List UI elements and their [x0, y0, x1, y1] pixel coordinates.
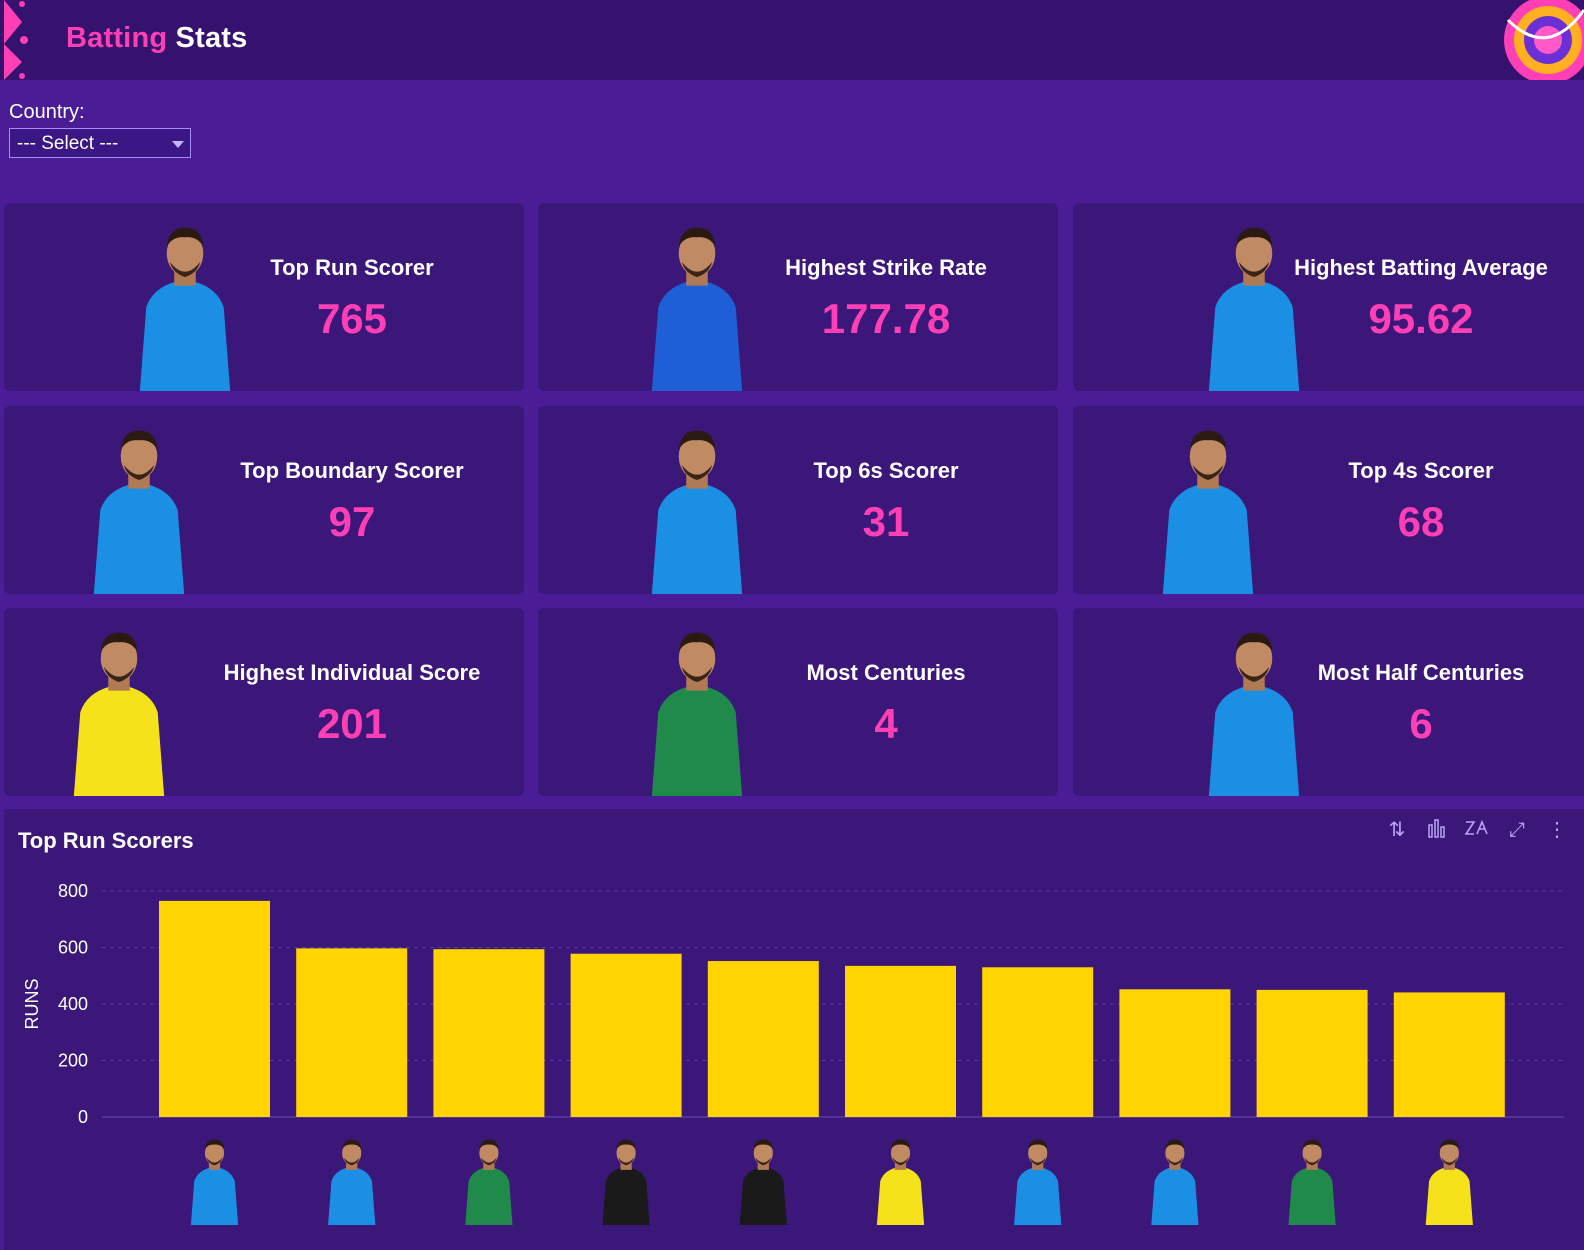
player-thumb-icon — [190, 1139, 239, 1225]
player-thumb-icon — [602, 1139, 650, 1225]
stat-card-title: Most Centuries — [806, 660, 966, 685]
y-tick-label: 600 — [58, 938, 88, 958]
x-tick-player-icon — [190, 1139, 239, 1225]
player-photo-icon — [1208, 227, 1300, 391]
page-title: Batting Stats — [66, 22, 247, 55]
stat-card: Top 6s Scorer 31 — [538, 406, 1058, 594]
y-tick-label: 200 — [58, 1051, 88, 1071]
stat-card-value: 97 — [328, 498, 376, 545]
stat-card: Top 4s Scorer 68 — [1073, 406, 1584, 594]
stat-card: Top Run Scorer 765 — [4, 203, 524, 391]
header-bar: Batting Stats — [0, 0, 1584, 80]
bar[interactable] — [1256, 989, 1368, 1117]
player-photo-icon — [651, 430, 743, 594]
y-tick-label: 800 — [58, 881, 88, 901]
stat-card: Highest Strike Rate 177.78 — [538, 203, 1058, 391]
stat-card: Most Centuries 4 — [538, 608, 1058, 796]
sort-icon[interactable]: ⇅ — [1388, 819, 1406, 841]
stat-card-title: Top 6s Scorer — [813, 458, 959, 483]
bar[interactable] — [296, 948, 408, 1117]
y-tick-label: 400 — [58, 994, 88, 1014]
ai-insights-icon[interactable] — [1464, 817, 1490, 843]
more-options-icon[interactable]: ⋮ — [1547, 819, 1567, 841]
expand-icon[interactable]: ⤢ — [1509, 819, 1525, 841]
stat-card-value: 201 — [316, 700, 388, 747]
x-tick-player-icon — [1288, 1139, 1336, 1225]
bar[interactable] — [845, 965, 956, 1117]
x-tick-player-icon — [1151, 1139, 1199, 1225]
stat-card-title: Highest Strike Rate — [785, 255, 987, 280]
x-tick-player-icon — [1014, 1139, 1062, 1225]
player-photo-icon — [73, 632, 165, 796]
player-thumb-icon — [1425, 1139, 1473, 1225]
player-photo-icon — [651, 227, 743, 391]
x-tick-player-icon — [876, 1139, 925, 1225]
stat-card: Most Half Centuries 6 — [1073, 608, 1584, 796]
country-select[interactable]: --- Select --- — [9, 128, 191, 158]
chevron-down-icon[interactable] — [172, 141, 184, 148]
page-title-part2: Stats — [175, 22, 248, 54]
stat-card-value: 4 — [874, 700, 898, 747]
country-select-value: --- Select --- — [17, 133, 119, 154]
player-thumb-icon — [1014, 1139, 1062, 1225]
stat-card: Highest Individual Score 201 — [4, 608, 524, 796]
x-tick-player-icon — [465, 1139, 513, 1225]
x-tick-player-icon — [602, 1139, 650, 1225]
x-tick-player-icon — [1425, 1139, 1473, 1225]
stat-card-value: 68 — [1397, 498, 1445, 545]
x-tick-player-icon — [739, 1139, 787, 1225]
stat-card-title: Highest Batting Average — [1294, 255, 1548, 280]
stat-card-title: Top 4s Scorer — [1348, 458, 1494, 483]
chart-toolbar: ⇅ ⤢ ⋮ — [1384, 817, 1570, 843]
stat-card: Highest Batting Average 95.62 — [1073, 203, 1584, 391]
player-thumb-icon — [876, 1139, 925, 1225]
stat-card-title: Most Half Centuries — [1317, 660, 1525, 685]
header-decoration-icon — [4, 0, 28, 80]
player-photo-icon — [651, 632, 743, 796]
tournament-logo-icon — [1504, 0, 1584, 80]
bar[interactable] — [433, 949, 545, 1117]
bar[interactable] — [1393, 992, 1505, 1117]
player-photo-icon — [93, 430, 185, 594]
stat-card-title: Top Boundary Scorer — [240, 458, 464, 483]
top-run-scorers-panel: Top Run Scorers ⇅ ⤢ ⋮ 0 200 400 600 800 RUNS — [4, 809, 1584, 1250]
player-thumb-icon — [328, 1139, 376, 1225]
bar[interactable] — [707, 961, 819, 1117]
bar-chart: 0 200 400 600 800 RUNS — [22, 881, 1564, 1225]
bar[interactable] — [982, 967, 1094, 1117]
stat-card-title: Top Run Scorer — [270, 255, 434, 280]
page-title-part1: Batting — [66, 22, 168, 54]
bar[interactable] — [159, 900, 270, 1117]
x-tick-player-icon — [328, 1139, 376, 1225]
player-thumb-icon — [739, 1139, 787, 1225]
bar[interactable] — [570, 953, 682, 1117]
player-thumb-icon — [1288, 1139, 1336, 1225]
player-photo-icon — [1208, 632, 1300, 796]
y-tick-label: 0 — [78, 1107, 88, 1127]
player-photo-icon — [139, 227, 231, 391]
y-axis-label: RUNS — [22, 978, 42, 1029]
bar-chart-icon[interactable] — [1424, 817, 1450, 843]
player-thumb-icon — [1151, 1139, 1199, 1225]
country-filter-label: Country: — [9, 101, 85, 123]
stat-card: Top Boundary Scorer 97 — [4, 406, 524, 594]
stat-card-title: Highest Individual Score — [223, 660, 481, 685]
stat-card-value: 177.78 — [821, 295, 951, 342]
player-photo-icon — [1162, 430, 1254, 594]
bar[interactable] — [1119, 989, 1231, 1117]
stat-card-value: 95.62 — [1368, 295, 1474, 342]
stat-card-value: 765 — [316, 295, 388, 342]
stat-card-value: 6 — [1409, 700, 1433, 747]
stat-card-value: 31 — [862, 498, 910, 545]
chart-title: Top Run Scorers — [18, 828, 194, 853]
player-thumb-icon — [465, 1139, 513, 1225]
